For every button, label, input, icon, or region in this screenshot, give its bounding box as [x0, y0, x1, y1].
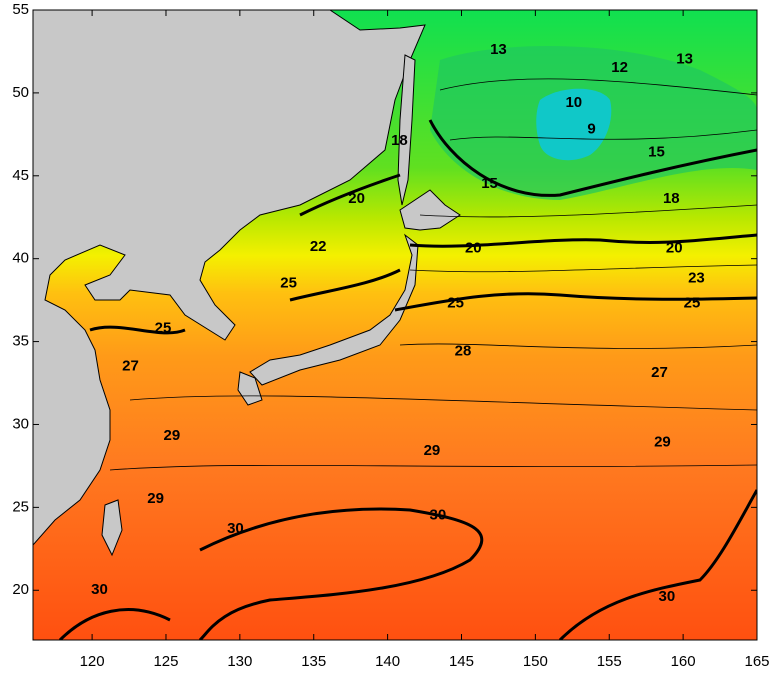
taiwan [101, 499, 123, 557]
contour-label: 25 [684, 294, 701, 311]
x-tick-label: 165 [744, 653, 769, 670]
x-tick-label: 145 [449, 653, 474, 670]
contour-label: 29 [147, 490, 164, 507]
contour-label: 18 [391, 132, 408, 149]
contour-label: 27 [122, 357, 139, 374]
contour-label: 30 [91, 581, 108, 598]
contour-label: 23 [688, 270, 705, 287]
contour-label: 13 [676, 51, 693, 68]
y-tick-label: 25 [12, 498, 29, 515]
cold-core [536, 88, 612, 161]
minor-contours [109, 78, 757, 471]
contour-label: 15 [481, 175, 498, 192]
sst-field [33, 10, 757, 640]
contour-label: 27 [651, 364, 668, 381]
contour-label: 30 [659, 588, 676, 605]
hokkaido [399, 189, 461, 231]
contour-label: 30 [430, 507, 447, 524]
sakhalin [397, 54, 416, 206]
x-tick-label: 140 [375, 653, 400, 670]
y-tick-label: 30 [12, 415, 29, 432]
contour-label: 25 [280, 275, 297, 292]
contour-label: 12 [611, 59, 628, 76]
x-tick-label: 160 [671, 653, 696, 670]
contour-label: 18 [663, 190, 680, 207]
contour-label: 9 [587, 120, 595, 137]
contour-label: 25 [447, 294, 464, 311]
y-tick-label: 55 [12, 1, 29, 18]
kyushu [237, 371, 263, 406]
contour-label: 20 [666, 240, 683, 257]
contour-label: 15 [648, 144, 665, 161]
contour-label: 30 [227, 520, 244, 537]
contour-label: 29 [164, 427, 181, 444]
x-tick-label: 150 [523, 653, 548, 670]
contour-label: 10 [565, 94, 582, 111]
map-frame [32, 9, 758, 641]
contour-label: 22 [310, 238, 327, 255]
major-contours [58, 119, 757, 640]
contour-label: 25 [155, 319, 172, 336]
y-tick-label: 20 [12, 581, 29, 598]
contour-label: 20 [348, 190, 365, 207]
continent [33, 10, 426, 546]
y-tick-label: 40 [12, 250, 29, 267]
contour-label: 29 [424, 442, 441, 459]
contour-label: 20 [465, 240, 482, 257]
x-tick-label: 155 [597, 653, 622, 670]
x-tick-label: 125 [153, 653, 178, 670]
x-tick-label: 130 [227, 653, 252, 670]
contour-label: 28 [455, 342, 472, 359]
y-tick-label: 45 [12, 167, 29, 184]
y-tick-label: 35 [12, 333, 29, 350]
contour-label: 13 [490, 41, 507, 58]
contour-label: 29 [654, 434, 671, 451]
x-tick-label: 135 [301, 653, 326, 670]
y-tick-label: 50 [12, 84, 29, 101]
x-tick-label: 120 [80, 653, 105, 670]
